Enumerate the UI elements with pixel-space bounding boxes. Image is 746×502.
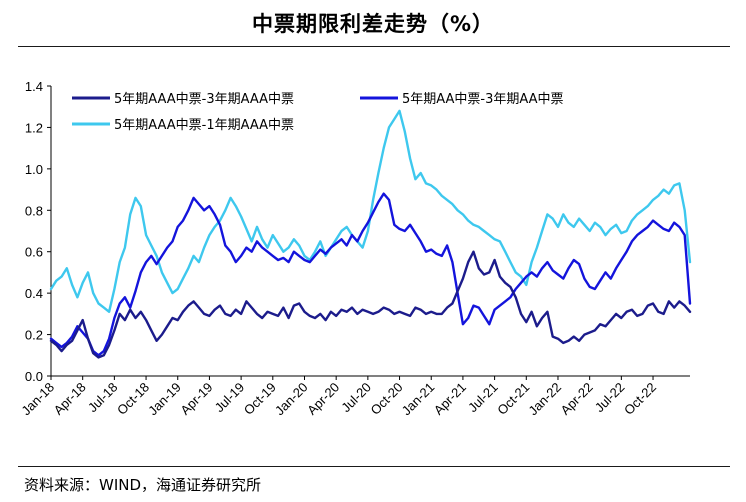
- x-tick-label: Oct-22: [621, 380, 659, 418]
- y-tick-label: 0.4: [25, 286, 43, 301]
- x-tick-label: Jul-21: [465, 380, 501, 416]
- y-tick-label: 1.2: [25, 120, 43, 135]
- x-tick-label: Oct-19: [241, 380, 279, 418]
- series-line-3: [49, 109, 692, 313]
- y-tick-label: 0.0: [25, 369, 43, 384]
- chart-title: 中票期限利差走势（%）: [251, 12, 495, 36]
- x-tick-label: Jul-18: [85, 380, 121, 416]
- top-divider: [18, 46, 730, 47]
- y-tick-label: 0.2: [25, 328, 43, 343]
- legend-label-1: 5年期AAA中票-3年期AAA中票: [114, 92, 294, 107]
- legend-label-3: 5年期AAA中票-1年期AAA中票: [114, 118, 294, 133]
- chart-legend: 5年期AAA中票-3年期AAA中票 5年期AA中票-3年期AA中票 5年期AAA中票…: [72, 92, 564, 133]
- x-tick-label: Apr-19: [177, 380, 215, 418]
- series-line-2: [49, 192, 692, 357]
- x-tick-label: Jan-19: [145, 380, 184, 419]
- x-tick-label: Oct-20: [367, 380, 405, 418]
- x-tick-label: Jul-20: [338, 380, 374, 416]
- y-tick-label: 0.6: [25, 245, 43, 260]
- x-tick-label: Jan-20: [272, 380, 311, 419]
- source-note: 资料来源：WIND，海通证券研究所: [24, 476, 262, 494]
- x-tick-label: Oct-18: [114, 380, 152, 418]
- bottom-divider: [18, 466, 730, 467]
- x-tick-label: Apr-20: [304, 380, 342, 418]
- y-tick-label: 1.4: [25, 79, 43, 94]
- x-tick-label: Jan-22: [525, 380, 564, 419]
- x-tick-label: Apr-18: [51, 380, 89, 418]
- x-tick-label: Apr-21: [431, 380, 469, 418]
- x-tick-label: Jan-21: [399, 380, 438, 419]
- x-tick-label: Jan-18: [18, 380, 57, 419]
- x-tick-label: Jul-22: [592, 380, 628, 416]
- series-line-1: [49, 250, 692, 359]
- x-tick-label: Oct-21: [494, 380, 532, 418]
- x-tick-label: Apr-22: [558, 380, 596, 418]
- y-tick-label: 0.8: [25, 203, 43, 218]
- x-tick-label: Jul-19: [212, 380, 248, 416]
- legend-label-2: 5年期AA中票-3年期AA中票: [402, 92, 564, 107]
- chart-series: [49, 109, 692, 359]
- y-tick-label: 1.0: [25, 162, 43, 177]
